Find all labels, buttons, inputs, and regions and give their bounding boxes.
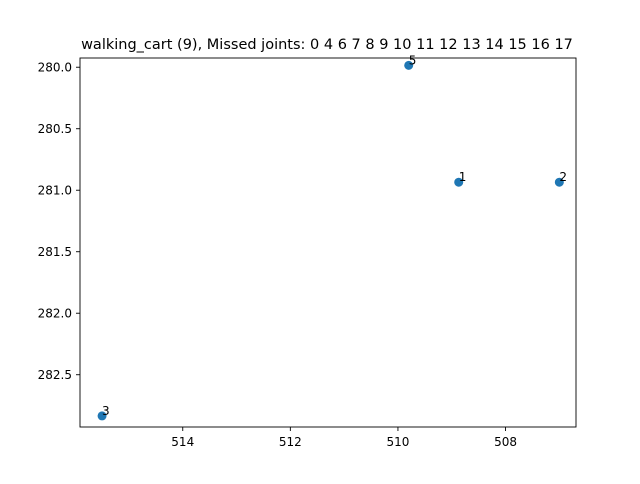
y-tick-label: 282.0 bbox=[38, 307, 72, 321]
data-point bbox=[454, 177, 464, 187]
data-point bbox=[404, 60, 414, 70]
y-tick-label: 280.0 bbox=[38, 61, 72, 75]
point-label: 1 bbox=[459, 170, 467, 184]
y-tick-label: 282.5 bbox=[38, 368, 72, 382]
point-label: 3 bbox=[102, 404, 110, 418]
point-label: 2 bbox=[559, 170, 567, 184]
chart-title: walking_cart (9), Missed joints: 0 4 6 7… bbox=[81, 37, 573, 53]
x-tick-label: 508 bbox=[494, 435, 517, 449]
plot-area: 514 512 510 508280.0280.5281.0281.5282.0282… bbox=[38, 53, 577, 449]
y-tick-label: 281.5 bbox=[38, 245, 72, 259]
y-tick-label: 280.5 bbox=[38, 122, 72, 136]
y-tick-label: 281.0 bbox=[38, 184, 72, 198]
data-point bbox=[554, 177, 564, 187]
x-tick-label: 510 bbox=[386, 435, 409, 449]
x-tick-label: 514 bbox=[171, 435, 194, 449]
x-tick-label: 512 bbox=[279, 435, 302, 449]
data-point bbox=[97, 411, 107, 421]
point-label: 5 bbox=[409, 53, 417, 67]
axes-frame bbox=[79, 57, 577, 428]
